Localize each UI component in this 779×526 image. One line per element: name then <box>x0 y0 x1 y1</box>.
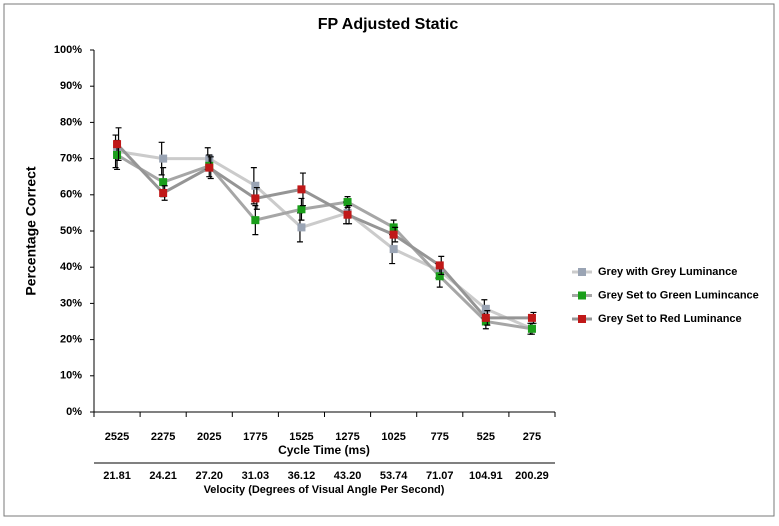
x-tick-label: 1775 <box>243 431 267 443</box>
x-tick-label: 2275 <box>151 431 175 443</box>
x2-tick-label: 71.07 <box>426 470 454 482</box>
y-tick-label: 80% <box>60 116 82 128</box>
x2-tick-label: 21.81 <box>103 470 131 482</box>
y-tick-label: 70% <box>60 153 82 165</box>
series-line <box>116 153 533 331</box>
marker <box>297 185 306 194</box>
x2-tick-label: 24.21 <box>149 470 177 482</box>
x2-tick-label: 200.29 <box>515 470 549 482</box>
y-tick-label: 20% <box>60 334 82 346</box>
y-tick-label: 0% <box>66 406 82 418</box>
legend-label: Grey Set to Green Lumincance <box>598 289 759 301</box>
marker <box>527 313 536 322</box>
marker <box>435 261 444 270</box>
legend-marker <box>578 315 586 323</box>
marker <box>297 205 306 214</box>
y-tick-label: 50% <box>60 225 82 237</box>
legend-marker <box>578 291 586 300</box>
x-tick-label: 775 <box>431 431 449 443</box>
x-tick-label: 1025 <box>381 431 405 443</box>
marker <box>389 230 398 239</box>
marker <box>481 304 490 313</box>
marker <box>251 181 260 190</box>
marker <box>435 272 444 281</box>
x-tick-label: 525 <box>477 431 495 443</box>
marker <box>343 210 352 219</box>
y-tick-label: 90% <box>60 80 82 92</box>
x-tick-label: 2025 <box>197 431 221 443</box>
chart-border <box>3 3 775 517</box>
x2-tick-label: 27.20 <box>195 470 223 482</box>
marker <box>297 223 306 232</box>
marker <box>527 324 536 333</box>
x2-axis-title: Velocity (Degrees of Visual Angle Per Se… <box>204 484 445 496</box>
marker <box>159 188 168 197</box>
series-line <box>115 143 532 320</box>
y-tick-label: 60% <box>60 189 82 201</box>
x2-tick-label: 31.03 <box>242 470 270 482</box>
x-tick-label: 275 <box>523 431 541 443</box>
y-tick-label: 10% <box>60 370 82 382</box>
marker <box>159 178 168 187</box>
y-tick-label: 100% <box>54 44 82 56</box>
legend-label: Grey Set to Red Luminance <box>598 313 742 325</box>
y-tick-label: 40% <box>60 261 82 273</box>
x2-tick-label: 43.20 <box>334 470 362 482</box>
x-axis-title: Cycle Time (ms) <box>278 443 370 457</box>
marker <box>205 163 214 172</box>
x2-tick-label: 53.74 <box>380 470 408 482</box>
x2-tick-label: 36.12 <box>288 470 316 482</box>
marker <box>251 216 260 225</box>
x-tick-label: 2525 <box>105 431 129 443</box>
y-axis-title: Percentage Correct <box>23 166 39 296</box>
x-tick-label: 1275 <box>335 431 359 443</box>
marker <box>481 313 490 322</box>
marker <box>159 154 168 163</box>
y-tick-label: 30% <box>60 297 82 309</box>
legend-marker <box>578 268 586 276</box>
marker <box>251 194 260 203</box>
marker <box>113 140 122 149</box>
x-tick-label: 1525 <box>289 431 313 443</box>
marker <box>113 150 122 159</box>
chart-title: FP Adjusted Static <box>318 16 459 33</box>
marker <box>343 198 352 207</box>
x2-tick-label: 104.91 <box>469 470 503 482</box>
legend-label: Grey with Grey Luminance <box>598 266 737 278</box>
marker <box>389 245 398 254</box>
